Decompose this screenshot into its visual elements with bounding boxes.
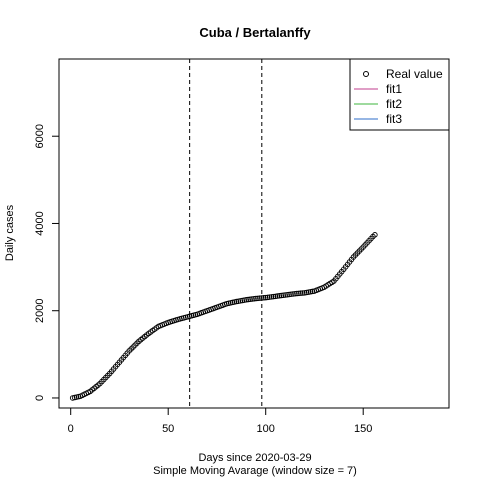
- data-point: [235, 298, 242, 304]
- reference-lines: [189, 59, 263, 408]
- x-tick-label: 100: [257, 423, 275, 435]
- x-axis-label: Days since 2020-03-29: [198, 452, 311, 464]
- data-points: [69, 232, 378, 401]
- data-point: [239, 297, 246, 304]
- data-point: [284, 292, 290, 298]
- data-point: [272, 293, 279, 300]
- data-point: [280, 292, 287, 299]
- legend-label: fit2: [386, 97, 402, 111]
- data-point: [305, 289, 312, 295]
- data-point: [261, 295, 267, 301]
- x-axis: 0 50 100 150: [68, 407, 372, 435]
- data-point: [303, 289, 310, 296]
- data-point: [247, 296, 253, 303]
- data-point: [253, 295, 259, 302]
- data-point: [264, 294, 271, 301]
- data-point: [262, 294, 269, 301]
- y-axis: 0 2000 4000 6000: [34, 124, 60, 401]
- data-point: [270, 293, 277, 300]
- y-tick-label: 4000: [34, 211, 46, 235]
- y-axis-label: Daily cases: [4, 204, 16, 261]
- data-point: [274, 293, 281, 299]
- data-point: [296, 290, 302, 297]
- x-tick-label: 150: [354, 423, 372, 435]
- data-point: [243, 297, 249, 303]
- data-point: [257, 295, 263, 301]
- data-point: [292, 290, 298, 297]
- data-point: [268, 294, 275, 300]
- legend-marker: [363, 71, 369, 77]
- legend-box: [349, 58, 450, 131]
- x-tick-label: 0: [68, 423, 74, 435]
- data-point: [251, 296, 257, 302]
- data-point: [290, 291, 296, 297]
- data-point: [233, 298, 240, 305]
- data-point: [266, 294, 273, 300]
- data-point: [286, 291, 292, 298]
- data-point: [282, 292, 288, 298]
- legend-label: fit1: [386, 82, 402, 96]
- data-point: [288, 291, 294, 297]
- legend-label: fit3: [386, 112, 402, 126]
- data-point: [307, 289, 314, 295]
- data-point: [259, 295, 265, 301]
- data-point: [298, 290, 304, 296]
- data-point: [249, 296, 255, 302]
- x-tick-label: 50: [162, 423, 174, 435]
- legend-label: Real value: [386, 67, 443, 81]
- chart-subtitle: Simple Moving Avarage (window size = 7): [153, 465, 357, 477]
- chart-title: Cuba / Bertalanffy: [199, 25, 311, 40]
- data-point: [237, 298, 244, 304]
- data-point: [255, 295, 261, 302]
- data-point: [301, 290, 308, 296]
- data-point: [372, 232, 378, 238]
- data-point: [294, 290, 300, 297]
- y-tick-label: 6000: [34, 124, 46, 148]
- data-point: [300, 290, 306, 296]
- y-tick-label: 2000: [34, 298, 46, 322]
- data-point: [278, 292, 285, 299]
- data-point: [245, 296, 251, 303]
- data-point: [241, 297, 247, 303]
- data-point: [276, 293, 283, 299]
- y-tick-label: 0: [34, 395, 46, 401]
